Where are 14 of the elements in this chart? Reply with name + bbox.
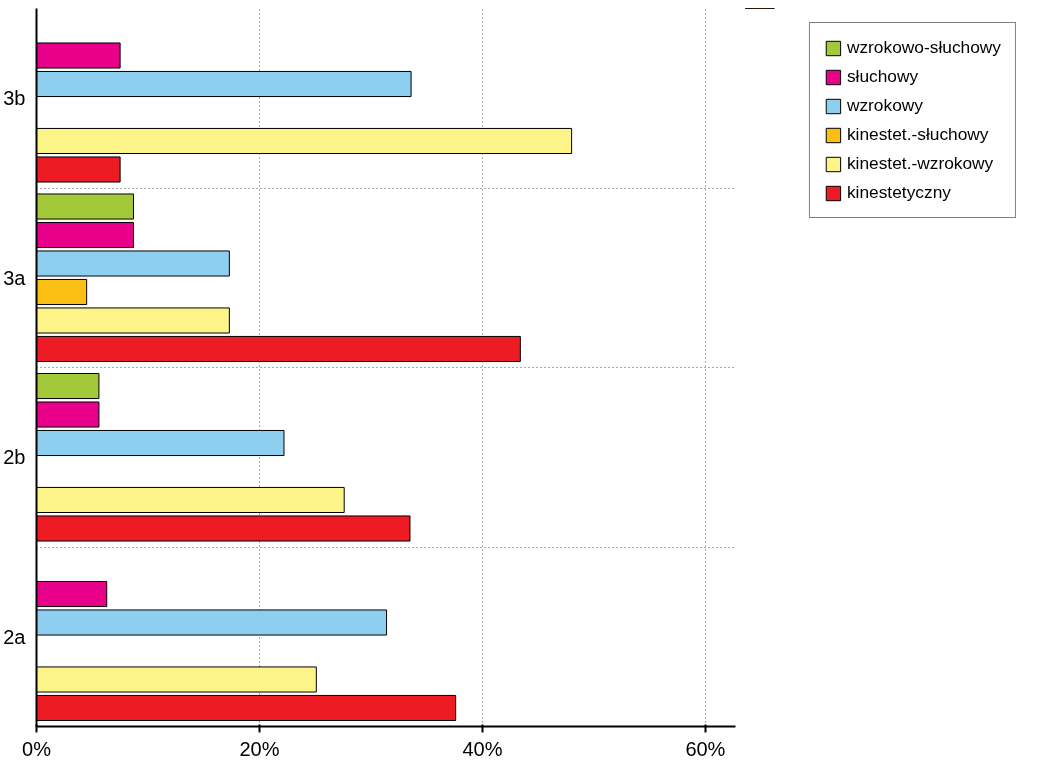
legend-label: wzrokowy bbox=[846, 95, 923, 116]
x-tick-label: 0% bbox=[22, 737, 52, 760]
y-tick-label: 2b bbox=[3, 446, 26, 469]
y-tick-label: 3b bbox=[3, 87, 26, 110]
x-tick-label: 60% bbox=[685, 737, 726, 760]
x-tick-label: 20% bbox=[239, 737, 280, 760]
legend-label: słuchowy bbox=[846, 66, 919, 87]
legend-label: kinestet.-wzrokowy bbox=[846, 153, 994, 174]
x-tick-label: 40% bbox=[462, 737, 503, 760]
legend-label: kinestet.-słuchowy bbox=[846, 124, 989, 145]
legend-label: kinestetyczny bbox=[846, 182, 951, 203]
legend-label: wzrokowo-słuchowy bbox=[846, 37, 1001, 58]
y-tick-label: 2a bbox=[3, 625, 27, 648]
y-tick-label: 3a bbox=[3, 266, 27, 289]
